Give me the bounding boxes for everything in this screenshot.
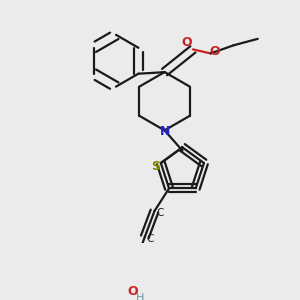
Text: C: C [147,234,154,244]
Text: O: O [127,285,138,298]
Text: C: C [157,208,164,218]
Text: N: N [159,125,170,139]
Text: H: H [136,293,144,300]
Text: O: O [181,36,192,50]
Text: S: S [152,160,160,173]
Text: O: O [209,44,220,58]
